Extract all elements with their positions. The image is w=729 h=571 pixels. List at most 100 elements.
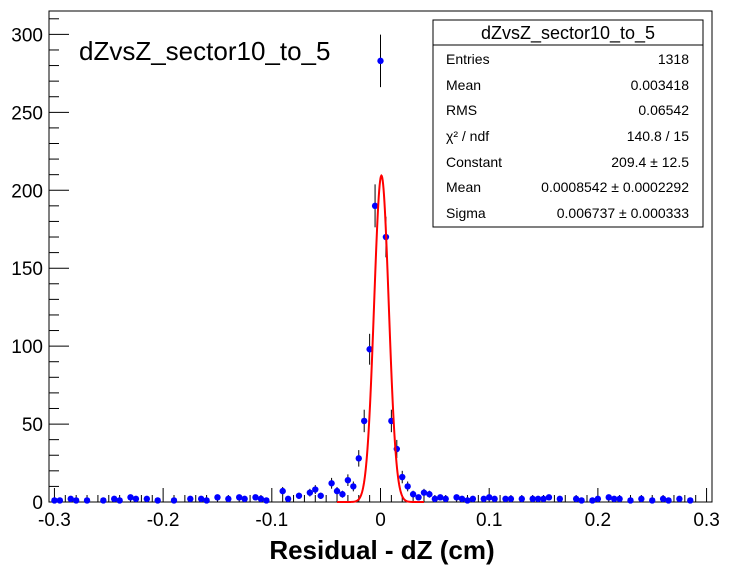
data-point bbox=[197, 495, 205, 503]
point-marker bbox=[529, 495, 536, 503]
x-tick-label: 0.3 bbox=[693, 510, 719, 531]
data-points bbox=[51, 34, 694, 504]
y-tick-label: 100 bbox=[11, 337, 43, 358]
data-point bbox=[676, 495, 683, 503]
y-tick-label: 150 bbox=[11, 259, 43, 280]
data-point bbox=[659, 495, 667, 503]
point-marker bbox=[143, 495, 151, 503]
histogram-title: dZvsZ_sector10_to_5 bbox=[79, 36, 330, 66]
stats-box: dZvsZ_sector10_to_5 Entries 1318 Mean 0.… bbox=[432, 19, 704, 228]
stats-label-chi2-ndf: χ² / ndf bbox=[446, 128, 489, 144]
point-marker bbox=[676, 495, 683, 503]
point-marker bbox=[312, 486, 319, 493]
y-tick-label: 200 bbox=[11, 181, 43, 202]
point-marker bbox=[317, 492, 324, 499]
point-marker bbox=[170, 497, 178, 504]
point-marker bbox=[187, 495, 194, 503]
stats-value-sigma: 0.006737 ± 0.000333 bbox=[557, 205, 689, 221]
point-marker bbox=[241, 495, 248, 503]
point-marker bbox=[197, 495, 205, 503]
data-point bbox=[594, 495, 602, 503]
point-marker bbox=[464, 497, 471, 504]
data-point bbox=[328, 477, 335, 489]
gaussian-fit-curve bbox=[337, 174, 424, 503]
point-marker bbox=[485, 494, 493, 501]
data-point bbox=[312, 485, 319, 494]
data-point bbox=[616, 495, 623, 503]
data-point bbox=[687, 497, 694, 504]
point-marker bbox=[344, 476, 352, 484]
data-point bbox=[420, 488, 428, 497]
point-marker bbox=[578, 497, 585, 504]
point-marker bbox=[67, 495, 74, 503]
data-point bbox=[415, 494, 422, 501]
data-point bbox=[534, 495, 542, 503]
point-marker bbox=[154, 497, 161, 504]
data-point bbox=[67, 495, 74, 503]
point-marker bbox=[437, 494, 444, 501]
y-tick-label: 300 bbox=[11, 25, 43, 46]
x-tick-label: 0.2 bbox=[585, 510, 611, 531]
point-marker bbox=[540, 495, 547, 503]
data-point bbox=[502, 495, 509, 503]
data-point bbox=[339, 490, 346, 498]
point-marker bbox=[72, 497, 80, 504]
stats-label-sigma: Sigma bbox=[446, 205, 486, 221]
data-point bbox=[170, 497, 178, 504]
data-point bbox=[480, 495, 487, 503]
point-marker bbox=[502, 495, 509, 503]
stats-value-fit-mean: 0.0008542 ± 0.0002292 bbox=[541, 179, 689, 195]
data-point bbox=[56, 497, 64, 504]
data-point bbox=[116, 497, 123, 504]
data-point bbox=[556, 495, 564, 503]
data-point bbox=[360, 409, 368, 433]
data-point bbox=[355, 450, 362, 467]
point-marker bbox=[203, 497, 210, 504]
stats-label-constant: Constant bbox=[446, 154, 502, 170]
data-point bbox=[236, 494, 243, 501]
point-marker bbox=[458, 495, 466, 503]
data-point bbox=[83, 497, 91, 504]
point-marker bbox=[649, 497, 656, 504]
point-marker bbox=[355, 455, 362, 462]
point-marker bbox=[366, 346, 373, 353]
stats-value-rms: 0.06542 bbox=[638, 102, 689, 118]
point-marker bbox=[594, 495, 602, 503]
data-point bbox=[437, 494, 444, 501]
point-marker bbox=[83, 497, 91, 504]
data-point bbox=[132, 495, 140, 503]
point-marker bbox=[371, 202, 379, 210]
point-marker bbox=[360, 417, 368, 425]
data-point bbox=[605, 494, 612, 501]
point-marker bbox=[469, 495, 477, 503]
y-tick-label: 50 bbox=[22, 415, 43, 436]
point-marker bbox=[295, 492, 303, 499]
data-point bbox=[518, 495, 525, 503]
data-point bbox=[252, 494, 259, 501]
point-marker bbox=[100, 497, 107, 504]
data-point bbox=[214, 494, 221, 501]
x-axis: -0.3 -0.2 -0.1 0 0.1 0.2 0.3 bbox=[38, 488, 720, 531]
point-marker bbox=[339, 491, 346, 498]
point-marker bbox=[284, 495, 292, 503]
data-point bbox=[371, 184, 379, 228]
point-marker bbox=[257, 495, 265, 503]
data-point bbox=[426, 490, 433, 498]
point-marker bbox=[279, 487, 286, 495]
stats-value-entries: 1318 bbox=[658, 51, 689, 67]
data-point bbox=[111, 495, 118, 503]
data-point bbox=[284, 495, 292, 503]
data-point bbox=[431, 495, 439, 503]
point-marker bbox=[442, 495, 449, 503]
point-marker bbox=[507, 495, 515, 503]
data-point bbox=[409, 490, 417, 498]
data-point bbox=[100, 497, 107, 504]
point-marker bbox=[545, 494, 553, 501]
point-marker bbox=[263, 497, 270, 504]
data-point bbox=[485, 494, 493, 501]
data-point bbox=[187, 495, 194, 503]
point-marker bbox=[453, 494, 460, 501]
data-point bbox=[143, 495, 151, 503]
data-point bbox=[404, 481, 411, 492]
